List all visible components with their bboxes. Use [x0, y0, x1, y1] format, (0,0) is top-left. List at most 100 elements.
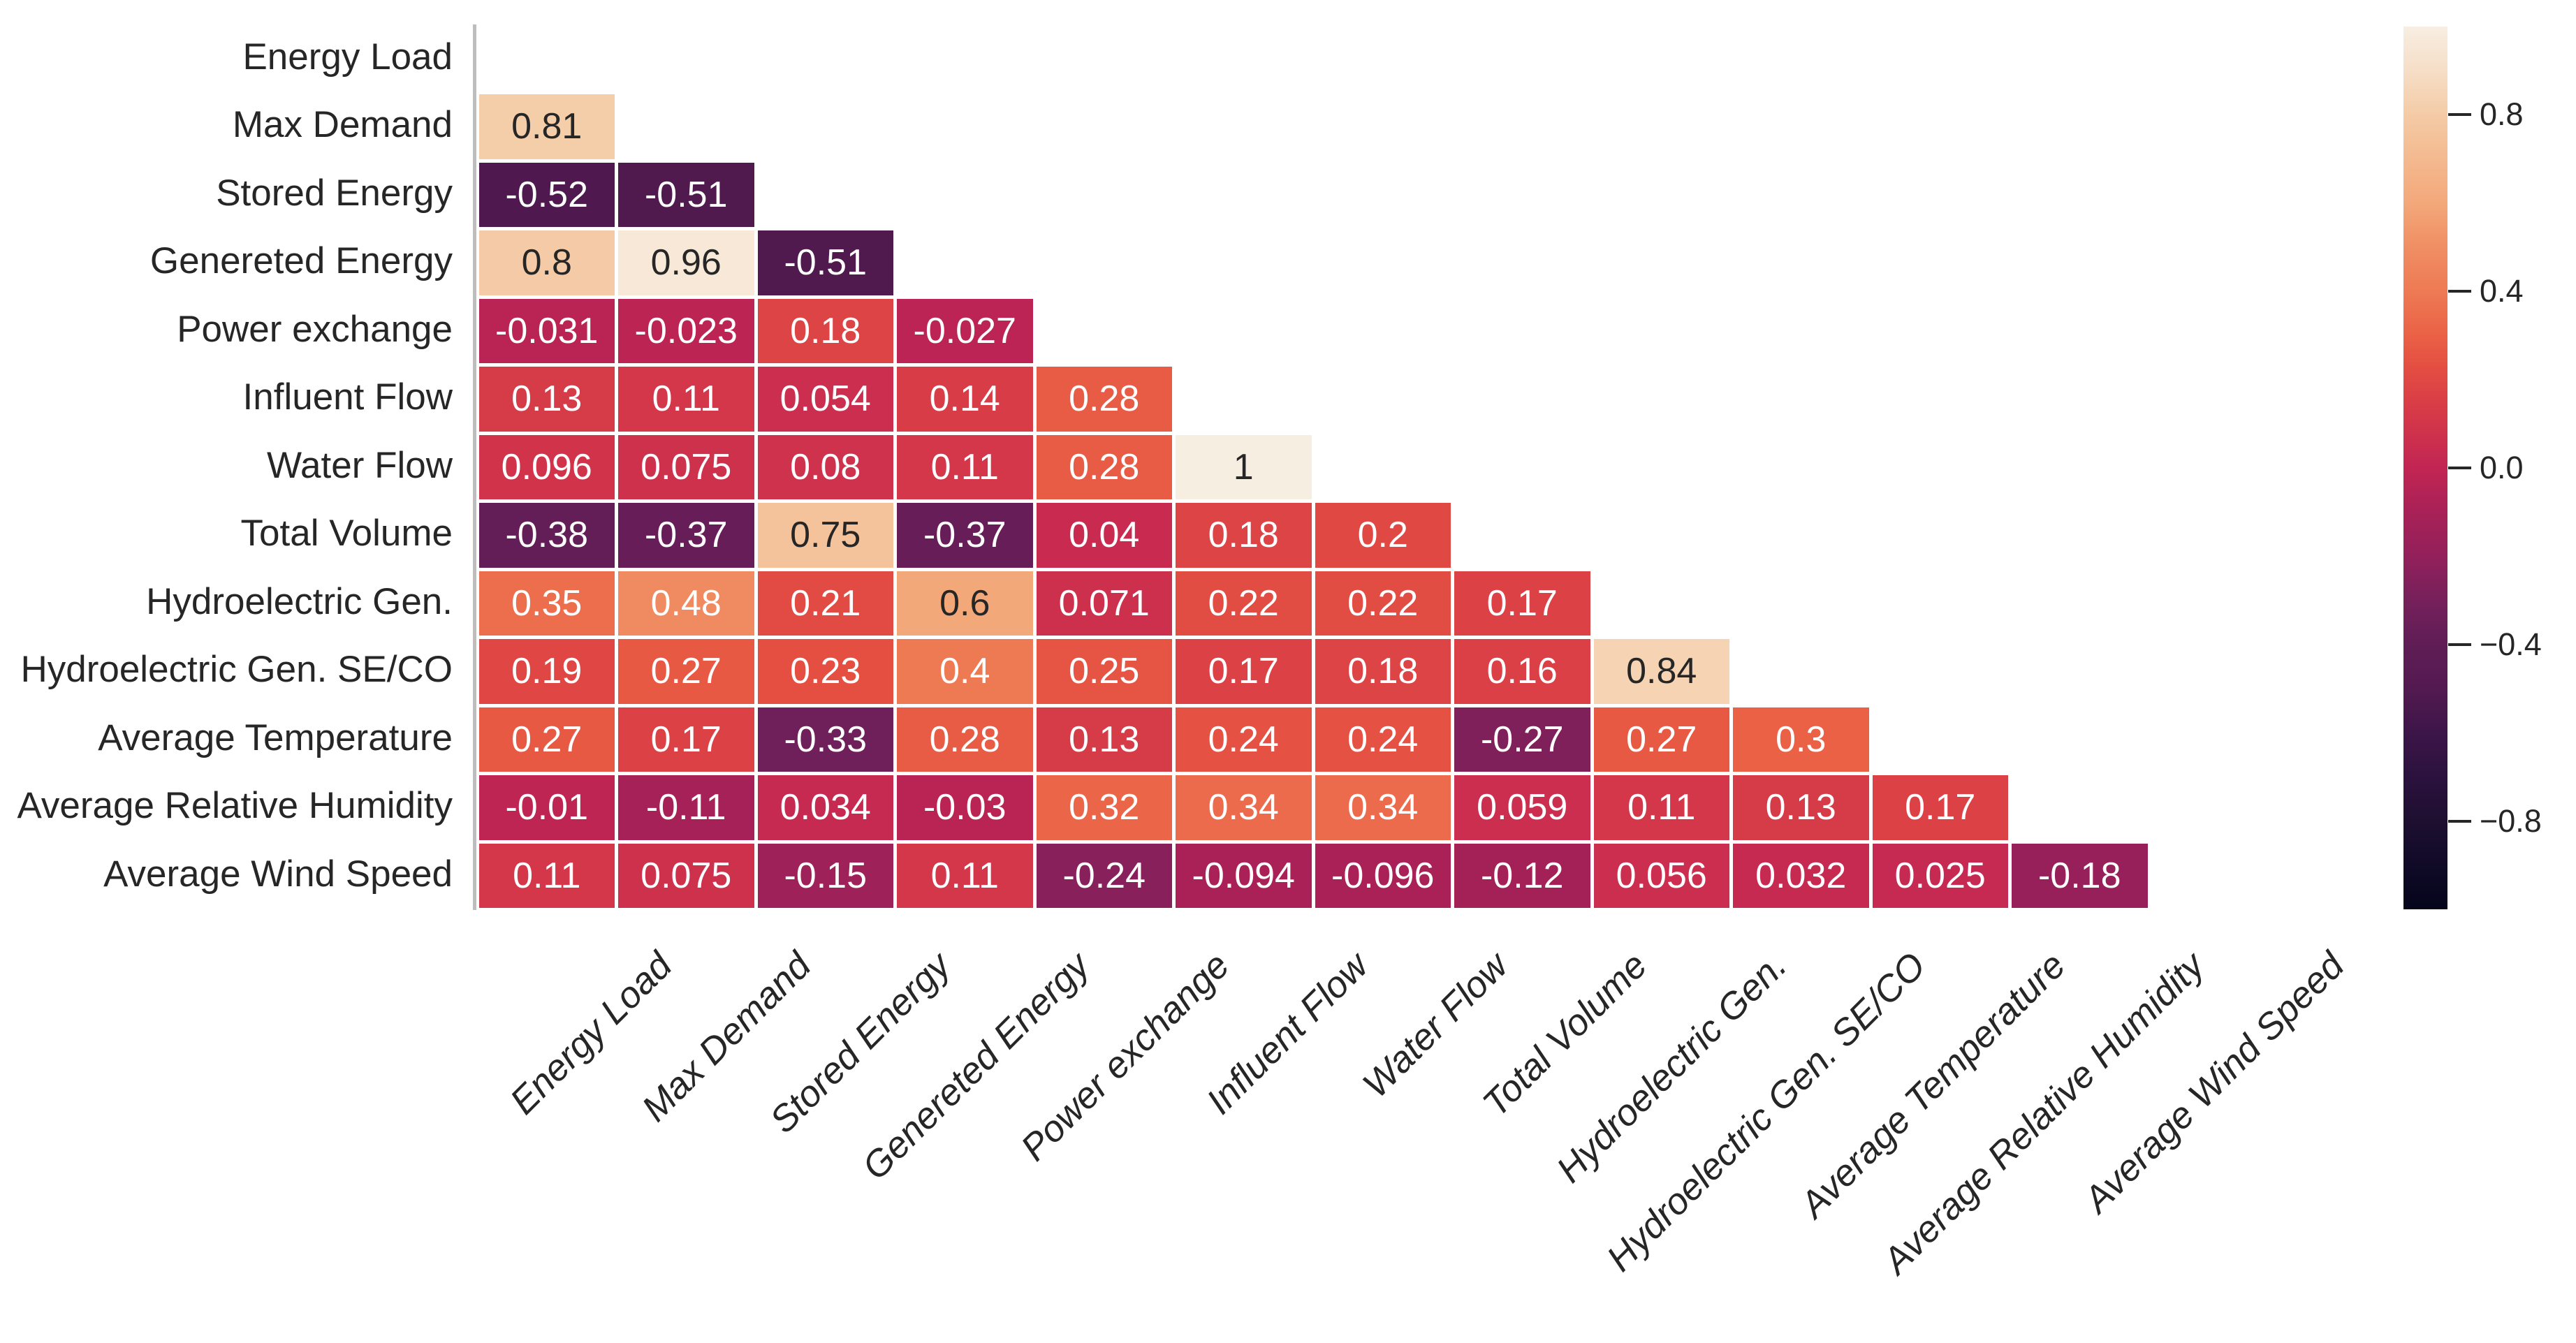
- colorbar-tick-mark: [2448, 819, 2471, 823]
- cell-value: 0.17: [1208, 651, 1279, 692]
- y-tick-label: Average Wind Speed: [103, 853, 453, 895]
- cell-value: -0.096: [1331, 855, 1435, 896]
- heatmap-cell: 0.075: [618, 843, 754, 908]
- heatmap-cell: 0.4: [897, 639, 1033, 704]
- cell-value: 0.24: [1208, 719, 1279, 760]
- heatmap-cell: 0.34: [1176, 775, 1312, 840]
- cell-value: 0.27: [511, 719, 583, 760]
- x-tick-label: Hydroelectric Gen.: [1549, 944, 1795, 1191]
- cell-value: 0.84: [1626, 651, 1697, 692]
- colorbar-tick-label: −0.8: [2480, 802, 2542, 839]
- y-tick-label: Total Volume: [240, 513, 453, 555]
- heatmap-cell: -0.01: [478, 775, 615, 840]
- cell-value: 0.11: [652, 379, 720, 420]
- cell-value: 0.18: [1347, 651, 1419, 692]
- cell-value: 0.17: [1905, 787, 1976, 828]
- cell-value: 0.034: [780, 787, 871, 828]
- cell-value: 0.11: [930, 855, 999, 896]
- heatmap-cell: 0.22: [1176, 571, 1312, 636]
- heatmap-cell: 0.04: [1036, 503, 1172, 568]
- heatmap-cell: 0.75: [757, 503, 893, 568]
- heatmap-cell: 0.96: [618, 230, 754, 295]
- heatmap-cell: 0.059: [1454, 775, 1590, 840]
- cell-value: -0.37: [923, 515, 1007, 556]
- cell-value: -0.18: [2037, 855, 2121, 896]
- cell-value: 0.28: [929, 719, 1000, 760]
- cell-value: 0.059: [1477, 787, 1568, 828]
- heatmap-cell: -0.15: [757, 843, 893, 908]
- heatmap-cell: 0.35: [478, 571, 615, 636]
- y-tick-label: Stored Energy: [216, 172, 453, 214]
- heatmap-cell: 0.13: [1733, 775, 1869, 840]
- heatmap-cell: 0.27: [478, 707, 615, 772]
- x-tick-label: Average Wind Speed: [2076, 944, 2352, 1221]
- cell-value: 0.16: [1486, 651, 1558, 692]
- cell-value: -0.37: [644, 515, 728, 556]
- heatmap-cell: 0.054: [757, 367, 893, 432]
- cell-value: 0.2: [1357, 515, 1408, 556]
- heatmap-cell: 0.18: [1315, 639, 1451, 704]
- heatmap-cell: 0.032: [1733, 843, 1869, 908]
- heatmap-cell: 0.13: [1036, 707, 1172, 772]
- cell-value: 0.32: [1069, 787, 1140, 828]
- cell-value: 0.11: [513, 855, 581, 896]
- cell-value: -0.51: [644, 174, 728, 215]
- heatmap-cell: -0.52: [478, 162, 615, 227]
- heatmap-cell: 0.11: [897, 843, 1033, 908]
- cell-value: 0.18: [1208, 515, 1279, 556]
- heatmap-cell: -0.33: [757, 707, 893, 772]
- heatmap-cell: 0.24: [1176, 707, 1312, 772]
- cell-value: -0.38: [505, 515, 589, 556]
- heatmap-cell: -0.094: [1176, 843, 1312, 908]
- cell-value: 0.19: [511, 651, 583, 692]
- y-tick-label: Genereted Energy: [149, 240, 453, 282]
- cell-value: 0.25: [1069, 651, 1140, 692]
- cell-value: 0.17: [650, 719, 722, 760]
- heatmap-cell: 0.071: [1036, 571, 1172, 636]
- cell-value: 0.27: [1626, 719, 1697, 760]
- heatmap-cell: 0.13: [478, 367, 615, 432]
- cell-value: -0.33: [784, 719, 868, 760]
- heatmap-cell: -0.096: [1315, 843, 1451, 908]
- heatmap-cell: 0.075: [618, 434, 754, 499]
- cell-value: 0.6: [939, 582, 990, 624]
- cell-value: -0.24: [1062, 855, 1146, 896]
- heatmap-cell: 0.27: [618, 639, 754, 704]
- heatmap-cell: -0.18: [2012, 843, 2148, 908]
- cell-value: -0.023: [634, 310, 738, 351]
- colorbar-gradient: [2403, 27, 2447, 909]
- cell-value: 0.11: [930, 446, 999, 487]
- heatmap-cell: -0.031: [478, 298, 615, 363]
- heatmap-cell: -0.023: [618, 298, 754, 363]
- cell-value: -0.027: [913, 310, 1016, 351]
- heatmap-cell: 0.17: [618, 707, 754, 772]
- cell-value: 0.96: [650, 242, 722, 284]
- colorbar-tick-mark: [2448, 643, 2471, 646]
- cell-value: 0.34: [1347, 787, 1419, 828]
- heatmap-cell: -0.51: [618, 162, 754, 227]
- colorbar-tick-label: 0.4: [2480, 273, 2524, 309]
- heatmap-cell: 0.17: [1454, 571, 1590, 636]
- heatmap-cell: 0.23: [757, 639, 893, 704]
- cell-value: 0.056: [1616, 855, 1707, 896]
- colorbar: [2403, 27, 2447, 909]
- cell-value: 0.13: [1069, 719, 1140, 760]
- cell-value: 0.27: [650, 651, 722, 692]
- heatmap-cell: -0.27: [1454, 707, 1590, 772]
- cell-value: 0.4: [939, 651, 990, 692]
- cell-value: -0.01: [505, 787, 589, 828]
- heatmap-cell: 0.11: [897, 434, 1033, 499]
- heatmap-cell: 0.48: [618, 571, 754, 636]
- heatmap-cell: 0.025: [1872, 843, 2008, 908]
- heatmap-cell: 0.84: [1593, 639, 1729, 704]
- heatmap-cell: 0.3: [1733, 707, 1869, 772]
- cell-value: 0.08: [790, 446, 861, 487]
- cell-value: 0.3: [1776, 719, 1827, 760]
- y-tick-label: Max Demand: [232, 104, 453, 146]
- heatmap-cell: 0.16: [1454, 639, 1590, 704]
- cell-value: 0.075: [641, 446, 732, 487]
- cell-value: -0.52: [505, 174, 589, 215]
- colorbar-tick-label: 0.8: [2480, 96, 2524, 133]
- heatmap-cell: 0.8: [478, 230, 615, 295]
